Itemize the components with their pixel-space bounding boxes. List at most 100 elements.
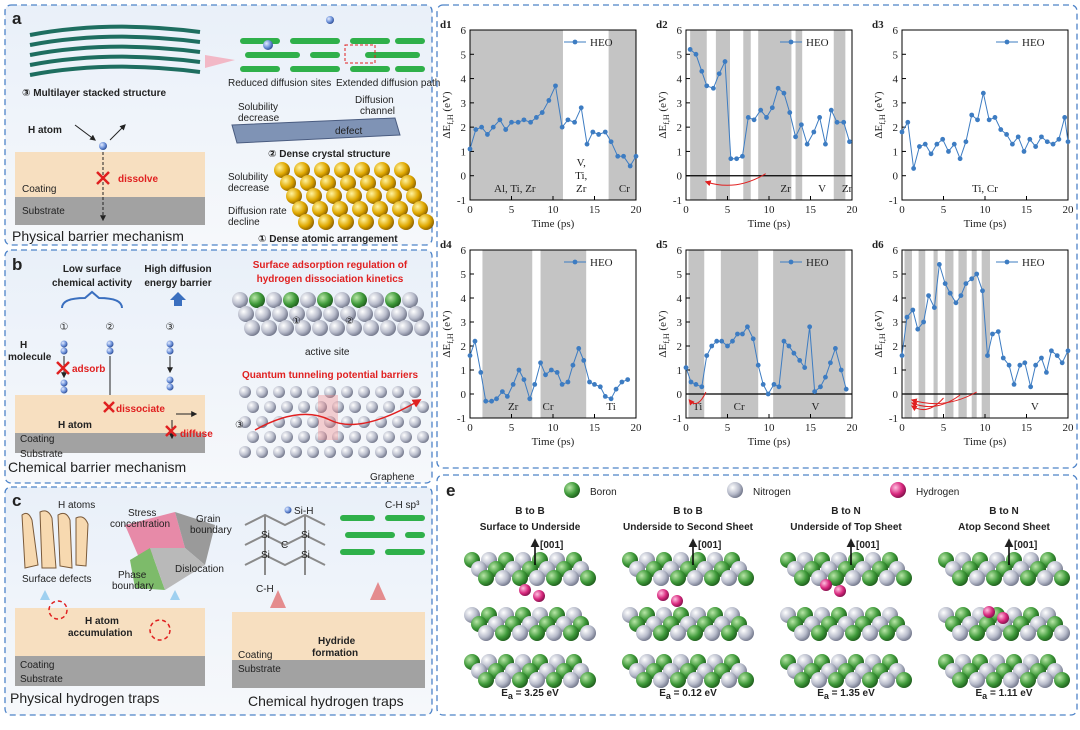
y-tick-label: 2 [893,122,899,134]
region-label: Cr [543,401,554,413]
atom [372,201,388,217]
data-point [509,119,514,125]
heading: Surface adsorption regulation of [253,260,408,271]
atom [704,625,720,641]
data-point [539,110,545,115]
atom [512,625,528,641]
atom [794,672,810,688]
data-point [553,83,558,89]
data-point [817,115,823,120]
y-axis-label: ΔEf,H (eV) [873,91,887,138]
data-point [946,149,951,154]
atom [386,188,402,204]
x-tick-label: 20 [631,204,643,216]
atom [239,416,251,428]
y-tick-label: 4 [893,74,899,86]
atom [512,672,528,688]
atom [397,320,413,336]
data-point [467,353,473,358]
atom [312,201,328,217]
atom [392,416,404,428]
path-highlight [344,44,376,64]
column-title: B to N [831,506,860,517]
y-label-unit: (eV) [657,91,669,114]
y-label-main: ΔE [441,125,453,139]
annotation: defect [335,126,362,137]
shaded-region [833,30,846,200]
data-point [818,384,823,390]
data-point [940,136,946,142]
data-point [581,358,587,363]
heading: Quantum tunneling potential barriers [242,370,419,381]
y-tick-label: 6 [677,25,683,37]
atom [580,672,596,688]
data-point [804,141,810,147]
data-point [899,353,905,358]
atom [636,570,652,586]
transition-arrow [910,391,977,405]
panel-border [4,486,433,716]
data-point [823,374,828,380]
atom [358,214,374,230]
annotation: Solubility [238,102,278,113]
atom [879,672,895,688]
y-tick-label: 4 [461,293,467,305]
atom [375,446,387,458]
atom [406,188,422,204]
atom [400,431,412,443]
y-axis-label: ΔEf,H (eV) [441,310,455,357]
atom [529,570,545,586]
data-point [787,110,793,115]
data-point [570,362,576,368]
y-tick-label: 6 [677,245,683,257]
energy-sub: a [508,691,514,701]
annotation: decrease [238,113,280,124]
atom [738,570,754,586]
region-label: Al, Ti, Zr [494,183,536,195]
atom [563,570,579,586]
atom [986,672,1002,688]
annotation: Phase [118,570,147,581]
legend-swatch [890,482,906,498]
atom [670,570,686,586]
shaded-region [945,250,954,418]
chart-title: d3 [872,19,884,31]
data-point [1054,353,1060,358]
data-point [559,382,565,387]
chart-title: d6 [872,239,884,251]
legend-label: HEO [1022,37,1045,49]
shaded-region [688,250,705,418]
atom [264,431,276,443]
atom-label: Si [261,550,270,561]
atom [952,570,968,586]
annotation: channel [360,106,395,117]
atom [317,292,333,308]
direction-label: [001] [1014,540,1037,551]
atom [354,162,370,178]
si-c-lattice [244,513,326,575]
atom [1003,672,1019,688]
data-point [990,331,995,337]
y-axis-label: ΔEf,H (eV) [657,310,671,357]
legend-label: Boron [590,487,617,498]
atom [300,175,316,191]
trap-ring [149,619,171,641]
data-point [998,127,1004,132]
data-point [608,139,614,145]
data-point [716,71,722,77]
data-point [764,115,769,120]
atom [495,672,511,688]
shaded-region [958,250,967,418]
atom [969,570,985,586]
atom [244,320,260,336]
x-tick-label: 0 [467,204,473,216]
atom [326,188,342,204]
y-label-sub: f,H [878,114,887,125]
atom [255,306,271,322]
atom [687,672,703,688]
arrow-icon [170,292,186,306]
legend-marker [572,259,578,265]
region-label: Ti, Cr [972,183,998,195]
y-tick-label: 1 [677,365,683,377]
atom [358,386,370,398]
